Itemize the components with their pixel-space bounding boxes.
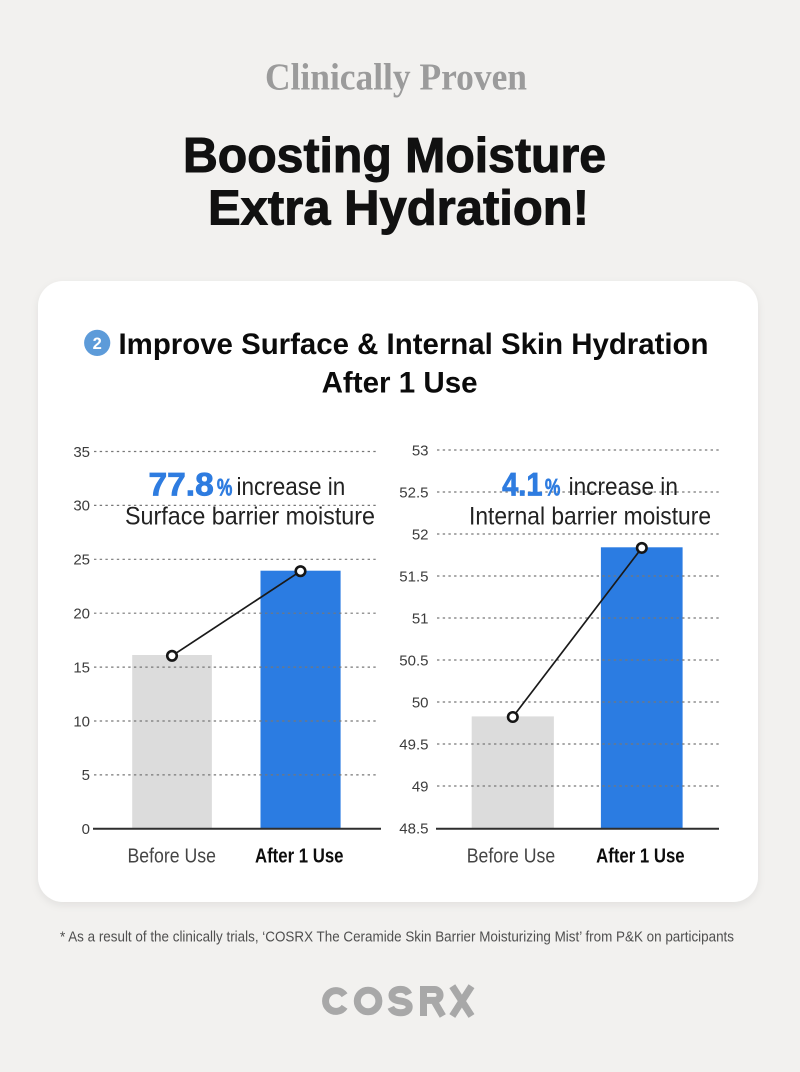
svg-text:48.5: 48.5 — [399, 820, 428, 837]
svg-text:After 1 Use: After 1 Use — [322, 367, 478, 400]
svg-text:35: 35 — [73, 444, 90, 461]
svg-text:10: 10 — [73, 713, 90, 730]
svg-text:15: 15 — [73, 659, 90, 676]
svg-text:50.5: 50.5 — [399, 652, 428, 669]
svg-text:%: % — [545, 475, 561, 502]
svg-text:4.1: 4.1 — [502, 467, 542, 503]
svg-text:0: 0 — [82, 821, 90, 838]
svg-text:49: 49 — [412, 778, 429, 795]
svg-text:5: 5 — [82, 767, 90, 784]
svg-text:After 1 Use: After 1 Use — [596, 846, 685, 868]
svg-text:53: 53 — [412, 442, 429, 459]
svg-text:Boosting Moisture: Boosting Moisture — [183, 129, 606, 183]
svg-text:52: 52 — [412, 526, 429, 543]
svg-text:Internal barrier moisture: Internal barrier moisture — [469, 503, 711, 531]
svg-text:Extra Hydration!: Extra Hydration! — [208, 182, 589, 236]
svg-text:52.5: 52.5 — [399, 484, 428, 501]
svg-text:Before Use: Before Use — [128, 846, 217, 868]
svg-text:Improve Surface & Internal Ski: Improve Surface & Internal Skin Hydratio… — [119, 328, 709, 361]
svg-text:49.5: 49.5 — [399, 736, 428, 753]
svg-text:Surface barrier moisture: Surface barrier moisture — [125, 503, 375, 531]
svg-text:51.5: 51.5 — [399, 568, 428, 585]
svg-text:* As a result of the clinicall: * As a result of the clinically trials, … — [60, 929, 734, 946]
svg-text:increase in: increase in — [237, 473, 346, 501]
svg-text:25: 25 — [73, 552, 90, 569]
svg-text:51: 51 — [412, 610, 429, 627]
svg-text:50: 50 — [412, 694, 429, 711]
svg-text:77.8: 77.8 — [149, 467, 214, 503]
svg-text:increase in: increase in — [569, 473, 678, 501]
svg-text:2: 2 — [93, 335, 102, 353]
svg-text:After 1 Use: After 1 Use — [255, 846, 344, 868]
svg-text:30: 30 — [73, 498, 90, 515]
svg-text:Before Use: Before Use — [467, 846, 556, 868]
svg-text:20: 20 — [73, 606, 90, 623]
svg-text:Clinically Proven: Clinically Proven — [265, 57, 527, 99]
svg-text:%: % — [217, 475, 233, 502]
